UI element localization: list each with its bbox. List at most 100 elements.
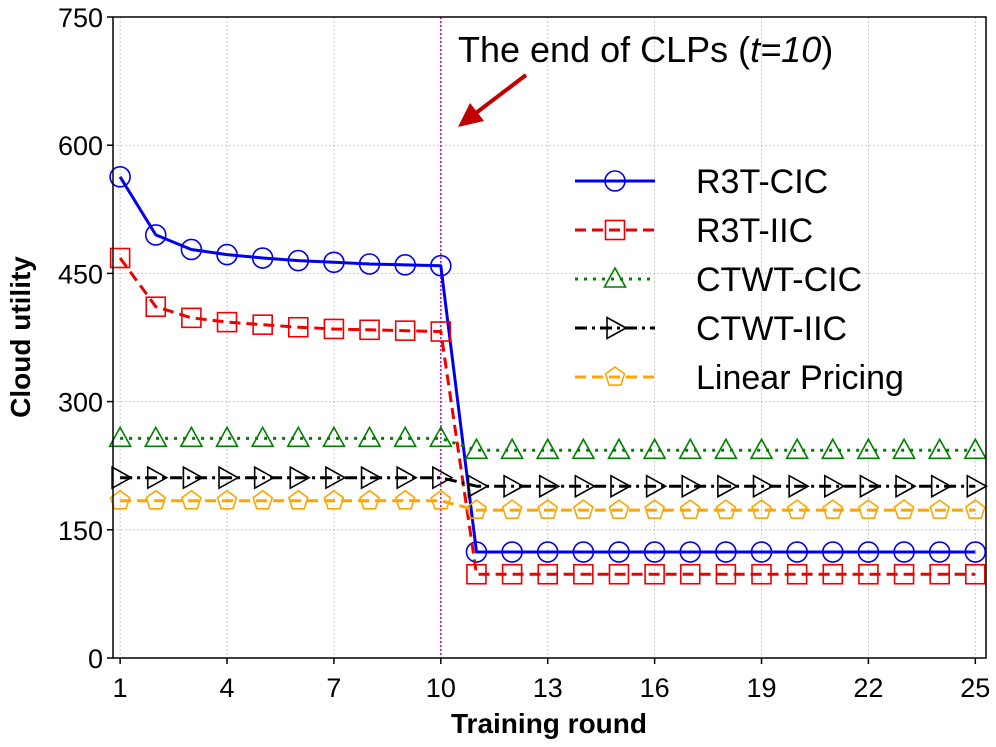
point-r3t-iic — [537, 563, 559, 585]
y-tick-label: 750 — [58, 3, 103, 33]
point-r3t-iic — [501, 563, 523, 585]
point-ctwt-cic — [250, 425, 275, 448]
annotation: The end of CLPs (t=10) — [458, 29, 833, 127]
point-ctwt-cic — [108, 425, 132, 448]
annotation-prefix: The end of CLPs ( — [458, 29, 750, 70]
annotation-text: The end of CLPs (t=10) — [458, 29, 833, 70]
legend: R3T-CIC R3T-IIC CTWT-CIC CTWT-IIC Linear Pri… — [575, 163, 904, 397]
point-r3t-cic — [180, 238, 203, 261]
point-ctwt-iic — [467, 474, 490, 499]
point-linear-pricing — [715, 499, 737, 520]
point-ctwt-cic — [714, 437, 738, 460]
point-r3t-iic — [287, 316, 309, 338]
point-ctwt-cic — [927, 437, 952, 460]
point-ctwt-cic — [678, 437, 703, 460]
point-r3t-cic — [715, 541, 737, 563]
point-ctwt-cic — [607, 437, 631, 460]
point-r3t-cic — [679, 541, 702, 563]
series-line-ctwt-iic — [120, 476, 976, 488]
point-ctwt-iic — [645, 474, 668, 499]
x-tick-label: 10 — [426, 673, 456, 703]
series-r3t-iic — [109, 247, 986, 585]
legend-label-r3t-cic: R3T-CIC — [696, 163, 828, 201]
point-ctwt-cic — [571, 437, 596, 460]
point-ctwt-iic — [182, 465, 205, 490]
point-r3t-iic — [323, 318, 345, 340]
point-ctwt-iic — [503, 474, 525, 499]
x-tick-label: 22 — [853, 673, 883, 703]
point-ctwt-cic — [785, 437, 810, 460]
point-r3t-iic — [216, 311, 238, 333]
point-ctwt-cic — [892, 437, 916, 460]
point-ctwt-cic — [179, 425, 204, 448]
point-ctwt-iic — [432, 465, 454, 490]
point-r3t-iic — [858, 563, 879, 585]
point-linear-pricing — [608, 499, 630, 520]
point-r3t-cic — [251, 247, 274, 269]
point-linear-pricing — [501, 499, 523, 520]
legend-label-r3t-iic: R3T-IIC — [696, 212, 813, 250]
point-linear-pricing — [323, 489, 345, 510]
legend-label-ctwt-iic: CTWT-IIC — [696, 310, 847, 348]
x-tick-label: 7 — [326, 673, 341, 703]
point-linear-pricing — [430, 489, 452, 510]
point-r3t-cic — [821, 541, 844, 563]
point-r3t-iic — [394, 320, 416, 341]
point-ctwt-iic — [574, 474, 597, 499]
point-r3t-iic — [430, 321, 452, 342]
point-linear-pricing — [537, 499, 559, 520]
point-r3t-cic — [501, 541, 523, 563]
point-ctwt-iic — [930, 474, 953, 499]
point-ctwt-iic — [752, 474, 775, 499]
point-ctwt-iic — [146, 465, 169, 490]
point-ctwt-iic — [788, 474, 810, 499]
point-linear-pricing — [644, 499, 666, 520]
point-ctwt-cic — [535, 437, 560, 460]
point-r3t-cic — [643, 541, 666, 563]
point-ctwt-cic — [820, 437, 845, 460]
point-linear-pricing — [822, 499, 844, 520]
point-ctwt-iic — [325, 465, 347, 490]
point-linear-pricing — [929, 499, 951, 520]
legend-marker-r3t-cic — [604, 170, 626, 192]
point-ctwt-iic — [823, 474, 846, 499]
point-r3t-cic — [144, 224, 167, 246]
point-ctwt-iic — [895, 474, 917, 499]
point-r3t-cic — [608, 541, 630, 563]
point-ctwt-iic — [610, 474, 632, 499]
point-r3t-cic — [928, 541, 951, 563]
legend-marker-r3t-iic — [604, 219, 626, 241]
point-r3t-cic — [430, 254, 452, 277]
x-tick-label: 25 — [960, 673, 990, 703]
point-r3t-cic — [857, 541, 880, 563]
point-r3t-cic — [536, 541, 559, 563]
point-ctwt-cic — [963, 437, 988, 460]
point-linear-pricing — [786, 499, 808, 520]
point-r3t-cic — [786, 541, 808, 563]
series-linear-pricing — [109, 489, 986, 520]
point-linear-pricing — [359, 489, 381, 510]
point-ctwt-iic — [289, 465, 311, 490]
point-ctwt-cic — [749, 437, 774, 460]
series-line-r3t-iic — [118, 257, 976, 576]
legend-marker-ctwt-cic — [603, 266, 627, 288]
point-ctwt-cic — [393, 425, 418, 448]
point-ctwt-cic — [856, 437, 881, 460]
point-r3t-iic — [466, 563, 487, 585]
x-tick-label: 13 — [533, 673, 563, 703]
x-tick-label: 19 — [746, 673, 776, 703]
point-ctwt-iic — [218, 465, 240, 490]
point-ctwt-cic — [642, 437, 667, 460]
point-linear-pricing — [180, 489, 202, 510]
point-ctwt-cic — [357, 425, 382, 448]
point-r3t-iic — [252, 314, 273, 335]
series-ctwt-iic — [111, 465, 988, 499]
x-tick-label: 1 — [113, 673, 128, 703]
point-r3t-iic — [715, 563, 737, 585]
point-r3t-iic — [679, 563, 701, 585]
point-r3t-iic — [786, 563, 808, 585]
point-linear-pricing — [893, 499, 915, 520]
legend-marker-ctwt-iic — [606, 316, 628, 340]
point-linear-pricing — [216, 489, 238, 510]
y-tick-label: 450 — [58, 259, 103, 289]
